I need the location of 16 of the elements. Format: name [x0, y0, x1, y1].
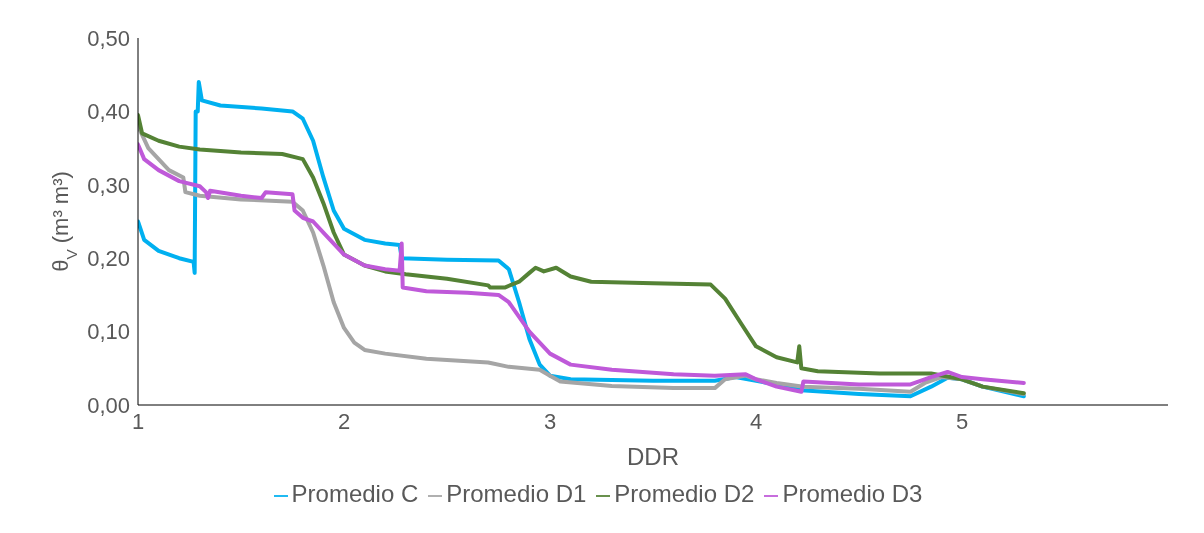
x-tick-label: 4: [749, 408, 763, 434]
legend-label: Promedio D2: [614, 480, 755, 507]
x-tick-label: 2: [337, 408, 351, 434]
x-tick-label: 3: [543, 408, 557, 434]
y-tick-label: 0,40: [87, 99, 130, 125]
x-axis-title: DDR: [627, 443, 679, 470]
y-tick-label: 0,50: [87, 25, 130, 51]
y-tick-label: 0,30: [87, 172, 130, 198]
legend-label: Promedio C: [291, 480, 419, 507]
x-tick-label: 5: [955, 408, 969, 434]
legend-label: Promedio D1: [446, 480, 587, 507]
legend-label: Promedio D3: [782, 480, 923, 507]
y-tick-label: 0,10: [87, 319, 130, 345]
y-tick-label: 0,00: [87, 392, 130, 418]
x-tick-label: 1: [131, 408, 145, 434]
y-tick-label: 0,20: [87, 246, 130, 272]
